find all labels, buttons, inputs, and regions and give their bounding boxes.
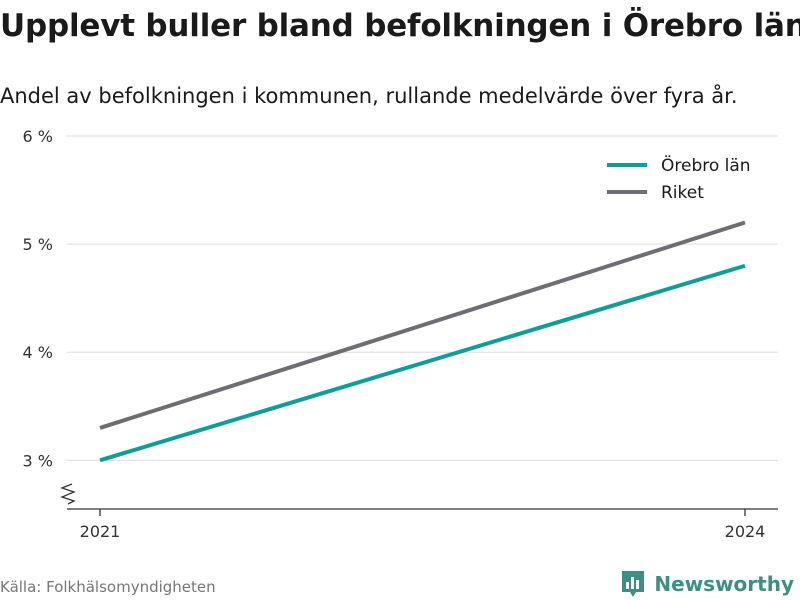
legend-label: Riket	[661, 183, 704, 203]
series-lines	[99, 220, 746, 463]
chart-title: Upplevt buller bland befolkningen i Öreb…	[0, 8, 800, 44]
y-tick-label: 6 %	[23, 127, 53, 146]
axis-break-icon	[60, 483, 76, 505]
series-line	[99, 263, 746, 463]
chart-subtitle: Andel av befolkningen i kommunen, rullan…	[0, 84, 738, 108]
source-note: Källa: Folkhälsomyndigheten	[0, 578, 216, 596]
brand-name: Newsworthy	[654, 572, 794, 596]
line-chart: 3 % 4 % 5 % 6 % 2021 2024 Örebro län Riket	[23, 127, 778, 541]
x-tick-label: 2024	[725, 522, 766, 541]
y-tick-label: 3 %	[23, 451, 53, 470]
series-line	[99, 220, 746, 430]
legend: Örebro län Riket	[607, 154, 751, 203]
legend-label: Örebro län	[661, 154, 751, 176]
grid-lines	[67, 135, 778, 461]
x-tick-label: 2021	[80, 522, 121, 541]
brand-logo: Newsworthy	[620, 568, 794, 600]
y-tick-label: 4 %	[23, 343, 53, 362]
y-axis-ticks: 3 % 4 % 5 % 6 %	[23, 127, 53, 470]
newsworthy-logo-icon	[622, 571, 645, 597]
x-axis-ticks: 2021 2024	[80, 509, 766, 541]
y-tick-label: 5 %	[23, 235, 53, 254]
